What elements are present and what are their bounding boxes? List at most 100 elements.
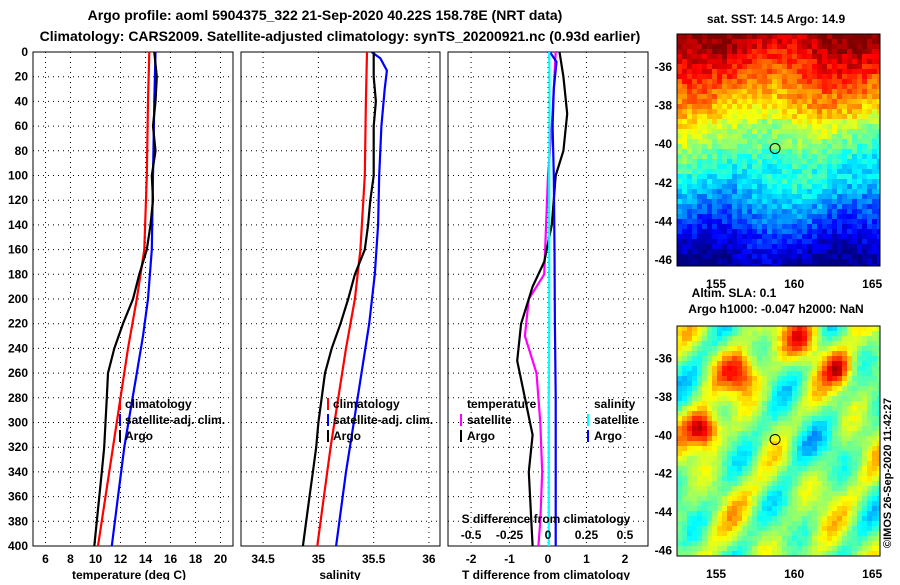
map-cell [747, 74, 753, 80]
map-cell [827, 471, 833, 477]
map-cell [722, 224, 728, 230]
map-cell [852, 381, 858, 387]
map-cell [847, 34, 853, 40]
map-cell [867, 94, 873, 100]
map-cell [717, 89, 723, 95]
map-cell [757, 119, 763, 125]
map-cell [727, 194, 733, 200]
map-cell [727, 521, 733, 527]
map-cell [872, 144, 878, 150]
map-cell [752, 89, 758, 95]
map-cell [742, 199, 748, 205]
map-cell [807, 551, 813, 556]
map-cell [817, 386, 823, 392]
map-cell [692, 139, 698, 145]
map-cell [832, 551, 838, 556]
map-cell [757, 179, 763, 185]
map-cell [832, 466, 838, 472]
map-cell [807, 461, 813, 467]
map-cell [872, 159, 878, 165]
map-cell [737, 541, 743, 547]
map-cell [817, 391, 823, 397]
map-cell [717, 144, 723, 150]
map-cell [827, 239, 833, 245]
map-cell [792, 129, 798, 135]
map-cell [692, 546, 698, 552]
map-cell [792, 396, 798, 402]
map-cell [682, 199, 688, 205]
map-cell [772, 129, 778, 135]
map-cell [807, 64, 813, 70]
map-cell [787, 481, 793, 487]
map-cell [782, 401, 788, 407]
map-cell [812, 536, 818, 542]
map-cell [832, 259, 838, 265]
map-cell [837, 204, 843, 210]
map-cell [687, 44, 693, 50]
map-cell [822, 174, 828, 180]
map-cell [732, 84, 738, 90]
map-cell [762, 59, 768, 65]
map-cell [727, 119, 733, 125]
map-cell [742, 249, 748, 255]
map-cell [762, 129, 768, 135]
map-cell [697, 476, 703, 482]
map-y-tick-label: -38 [655, 99, 673, 113]
map-cell [867, 446, 873, 452]
map-cell [787, 486, 793, 492]
map-cell [762, 64, 768, 70]
map-cell [757, 446, 763, 452]
map-cell [797, 124, 803, 130]
map-cell [872, 416, 878, 422]
map-cell [772, 331, 778, 337]
map-cell [812, 34, 818, 40]
map-cell [802, 94, 808, 100]
difference-xlabel-salinity: S difference from climatology [462, 512, 631, 526]
map-cell [687, 234, 693, 240]
map-cell [857, 516, 863, 522]
map-cell [867, 219, 873, 225]
map-cell [807, 189, 813, 195]
map-cell [717, 511, 723, 517]
map-cell [782, 89, 788, 95]
map-cell [802, 164, 808, 170]
map-cell [782, 461, 788, 467]
map-cell [857, 446, 863, 452]
map-cell [722, 491, 728, 497]
map-cell [737, 119, 743, 125]
map-cell [692, 124, 698, 130]
map-cell [682, 481, 688, 487]
map-cell [842, 49, 848, 55]
map-cell [727, 34, 733, 40]
map-cell [712, 239, 718, 245]
map-cell [687, 74, 693, 80]
map-cell [777, 401, 783, 407]
map-cell [857, 149, 863, 155]
series-line-salinity-argo [547, 52, 551, 546]
map-cell [797, 229, 803, 235]
map-cell [867, 264, 873, 266]
map-cell [802, 416, 808, 422]
map-cell [697, 486, 703, 492]
map-cell [822, 346, 828, 352]
map-cell [812, 109, 818, 115]
map-cell [757, 491, 763, 497]
map-cell [777, 396, 783, 402]
map-cell [737, 184, 743, 190]
map-cell [812, 351, 818, 357]
map-cell [752, 461, 758, 467]
map-cell [697, 456, 703, 462]
map-cell [862, 64, 868, 70]
map-cell [842, 44, 848, 50]
map-cell [717, 124, 723, 130]
map-cell [842, 259, 848, 265]
map-cell [777, 114, 783, 120]
map-cell [822, 124, 828, 130]
map-cell [872, 351, 878, 357]
map-cell [792, 244, 798, 250]
map-cell [732, 481, 738, 487]
map-cell [677, 84, 683, 90]
map-cell [697, 471, 703, 477]
map-cell [712, 441, 718, 447]
map-cell [802, 139, 808, 145]
